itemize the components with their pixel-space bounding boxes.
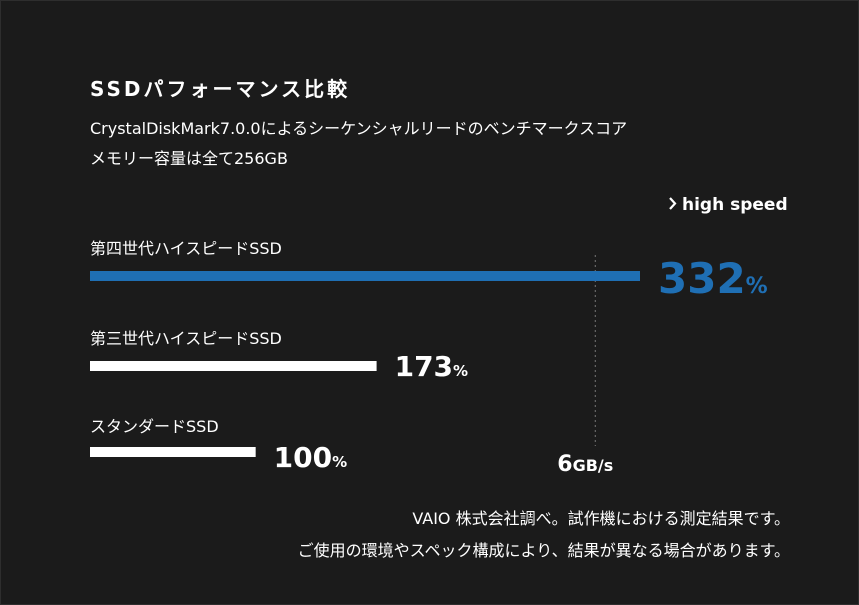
chevron-icon xyxy=(669,197,677,210)
highlight-label: high speed xyxy=(682,195,788,215)
footnote: VAIO 株式会社調べ。試作機における測定結果です。 xyxy=(412,509,790,528)
footnote: ご使用の環境やスペック構成により、結果が異なる場合があります。 xyxy=(298,541,790,560)
chart-title: SSDパフォーマンス比較 xyxy=(90,77,350,101)
reference-label: 6GB/s xyxy=(557,452,613,477)
category-label: 第三世代ハイスピードSSD xyxy=(90,329,282,348)
category-label: スタンダードSSD xyxy=(90,417,219,436)
bar xyxy=(90,447,256,457)
bar xyxy=(90,361,377,371)
bar xyxy=(90,271,640,281)
value-label: 173% xyxy=(395,350,468,383)
subtitle: CrystalDiskMark7.0.0によるシーケンシャルリードのベンチマーク… xyxy=(90,119,627,138)
value-label: 332% xyxy=(658,254,768,303)
subtitle: メモリー容量は全て256GB xyxy=(90,149,288,168)
category-label: 第四世代ハイスピードSSD xyxy=(90,239,282,258)
value-label: 100% xyxy=(274,441,347,474)
